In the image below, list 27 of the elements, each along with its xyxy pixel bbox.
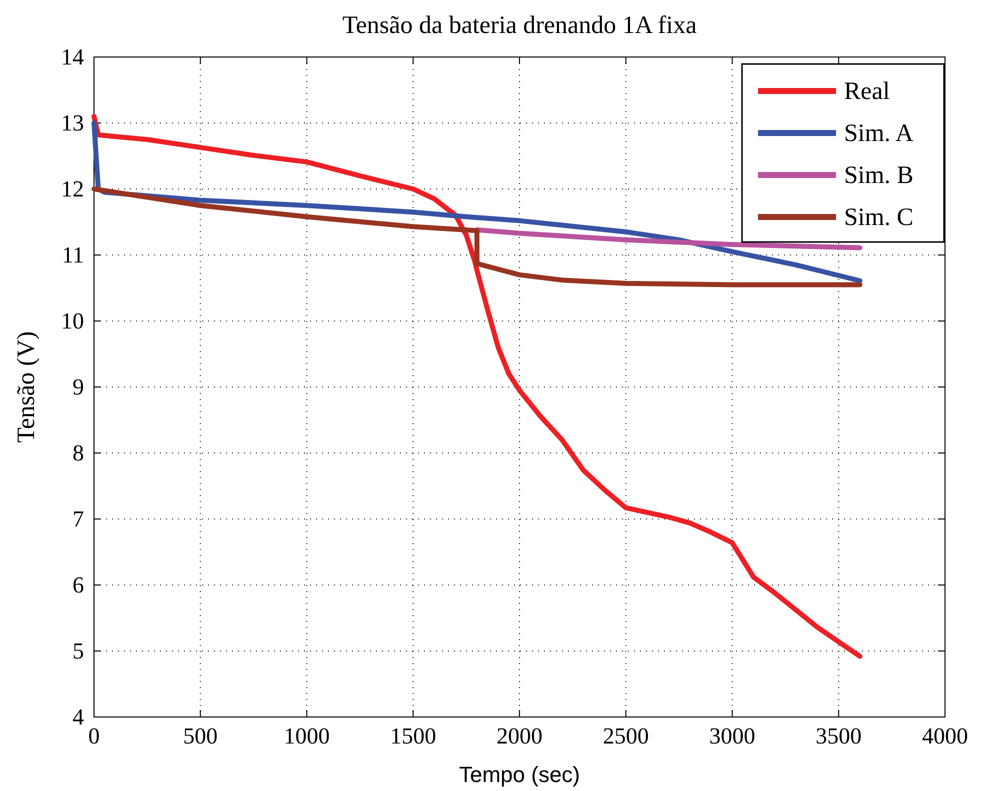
y-tick-label: 4 (72, 704, 84, 730)
x-tick-label: 2000 (496, 723, 542, 748)
legend-label: Sim. C (844, 204, 914, 231)
legend-label: Real (844, 78, 890, 105)
y-tick-label: 9 (72, 374, 84, 400)
y-tick-label: 8 (72, 440, 84, 466)
x-tick-label: 3000 (709, 723, 756, 748)
y-tick-label: 5 (72, 638, 84, 664)
y-tick-label: 7 (72, 506, 84, 532)
x-tick-label: 3500 (816, 723, 862, 748)
y-tick-label: 10 (61, 308, 84, 334)
x-tick-label: 1000 (284, 723, 330, 748)
x-tick-label: 2500 (602, 723, 649, 748)
y-tick-label: 11 (62, 242, 84, 268)
x-tick-label: 1500 (390, 723, 436, 748)
y-axis-title: Tensão (V) (13, 331, 40, 443)
x-tick-label: 0 (88, 723, 100, 748)
y-tick-label: 13 (61, 110, 84, 136)
legend-label: Sim. A (844, 120, 914, 147)
chart-title: Tensão da bateria drenando 1A fixa (342, 12, 697, 39)
y-tick-label: 12 (61, 176, 84, 202)
x-axis-title: Tempo (sec) (458, 762, 580, 787)
legend-label: Sim. B (844, 162, 914, 189)
x-tick-label: 500 (183, 723, 218, 748)
y-tick-label: 14 (61, 44, 84, 70)
x-tick-label: 4000 (922, 723, 968, 748)
y-tick-label: 6 (72, 572, 84, 598)
